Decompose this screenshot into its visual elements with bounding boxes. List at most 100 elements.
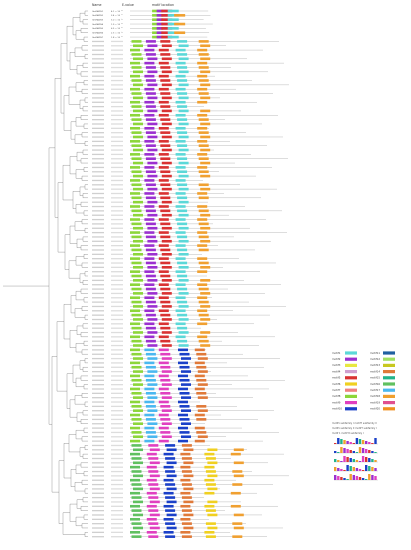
gene-row xyxy=(92,465,215,469)
motif-block xyxy=(145,300,156,304)
gene-row xyxy=(92,96,220,100)
logo-letter xyxy=(374,476,377,480)
motif-block xyxy=(177,248,188,252)
motif-block xyxy=(197,100,208,104)
motif-block xyxy=(158,244,169,247)
motif-block xyxy=(144,100,155,104)
motif-block xyxy=(197,283,208,286)
motif-block xyxy=(145,196,156,200)
tree-branch xyxy=(75,516,84,526)
motif-block xyxy=(133,292,143,295)
logo-letter xyxy=(346,479,349,480)
motif-block xyxy=(161,305,172,308)
motif-block xyxy=(160,40,171,43)
motif-block xyxy=(130,387,140,391)
motif-block xyxy=(167,9,179,13)
motif-block xyxy=(147,200,158,204)
legend-item: motif1 xyxy=(332,351,357,355)
gene-name-placeholder xyxy=(92,375,104,377)
motif-block xyxy=(158,61,169,65)
evalue-placeholder xyxy=(111,62,123,64)
motif-block xyxy=(133,396,143,399)
motif-block xyxy=(133,135,143,139)
motif-block xyxy=(160,378,171,382)
motif-block xyxy=(161,396,172,399)
evalue-placeholder xyxy=(111,444,123,447)
motif-block xyxy=(161,70,172,74)
motif-block xyxy=(133,266,143,269)
tree-branch xyxy=(68,434,80,453)
motif-block xyxy=(161,135,172,139)
motif-block xyxy=(144,218,155,221)
tree-branch xyxy=(80,332,88,337)
motif-block xyxy=(130,48,140,52)
evalue-placeholder xyxy=(111,427,123,429)
gene-evalue: 1.8 × 10⁻³⁰ xyxy=(111,36,123,39)
logo-letter xyxy=(349,442,352,444)
motif-block xyxy=(145,274,156,278)
logo-letter xyxy=(334,451,337,453)
motif-block xyxy=(161,187,172,191)
motif-block xyxy=(160,274,171,278)
motif-block xyxy=(198,92,209,95)
motif-block xyxy=(178,239,189,243)
motif-block xyxy=(145,287,156,291)
motif-block xyxy=(179,431,190,434)
motif-block xyxy=(130,465,140,469)
tree-branch xyxy=(75,82,84,92)
gene-name-placeholder xyxy=(92,97,104,99)
motif-block xyxy=(131,131,142,134)
evalue-placeholder xyxy=(111,366,123,368)
legend-swatch xyxy=(383,357,395,361)
tree-branch xyxy=(82,323,88,329)
motif-block xyxy=(160,418,171,421)
tree-branch xyxy=(79,360,85,370)
motif-block xyxy=(133,409,143,412)
gene-name-placeholder xyxy=(92,440,104,442)
legend-item: motif9 xyxy=(332,400,357,404)
tree-branch xyxy=(83,167,88,172)
legend-swatch xyxy=(345,401,357,405)
motif-block xyxy=(133,239,143,243)
gene-row xyxy=(92,370,211,373)
motif-block xyxy=(161,27,173,30)
motif-block xyxy=(160,53,171,56)
evalue-placeholder xyxy=(111,105,123,108)
tree-branch xyxy=(80,288,88,294)
motif-block xyxy=(160,92,171,95)
tree-branch xyxy=(70,295,76,314)
motif-block xyxy=(180,517,191,521)
motif-block xyxy=(133,279,143,282)
gene-row xyxy=(92,131,246,134)
motif-block xyxy=(181,483,192,486)
motif-block xyxy=(178,57,189,61)
tree-branch xyxy=(81,45,88,51)
evalue-placeholder xyxy=(111,462,123,464)
gene-row xyxy=(92,300,249,304)
motif-block xyxy=(148,483,159,486)
gene-name-placeholder xyxy=(92,397,104,399)
logo-letter xyxy=(343,470,346,471)
motif-block xyxy=(197,370,208,373)
gene-name-placeholder xyxy=(92,388,104,390)
gene-row xyxy=(92,361,227,365)
motif-block xyxy=(198,313,209,317)
gene-row xyxy=(92,70,268,74)
motif-block xyxy=(181,496,192,499)
evalue-placeholder xyxy=(111,397,123,399)
gene-name-placeholder xyxy=(92,40,104,43)
motif-block xyxy=(130,361,140,365)
motif-block xyxy=(200,96,211,100)
motif-block xyxy=(130,153,140,156)
motif-block xyxy=(178,96,189,100)
evalue-placeholder xyxy=(111,258,123,260)
motif-block xyxy=(133,435,143,439)
evalue-placeholder xyxy=(111,323,123,325)
motif-block xyxy=(161,57,172,61)
motif-block xyxy=(175,126,186,130)
motif-block xyxy=(147,161,158,165)
motif-block xyxy=(180,491,191,495)
motif-block xyxy=(194,439,205,443)
gene-evalue: 6.5 × 10⁻³¹ xyxy=(111,27,123,30)
motif-block xyxy=(130,322,140,326)
